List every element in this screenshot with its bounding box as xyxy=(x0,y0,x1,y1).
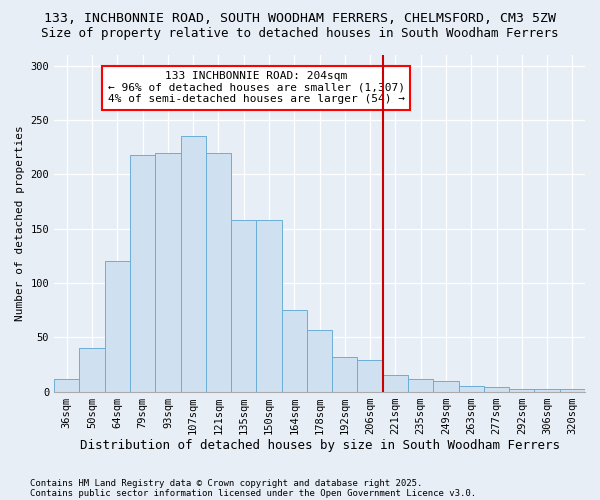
Bar xyxy=(332,357,358,392)
X-axis label: Distribution of detached houses by size in South Woodham Ferrers: Distribution of detached houses by size … xyxy=(80,440,560,452)
Bar xyxy=(256,220,281,392)
Bar xyxy=(54,378,79,392)
Bar xyxy=(231,220,256,392)
Bar xyxy=(408,378,433,392)
Text: 133 INCHBONNIE ROAD: 204sqm
← 96% of detached houses are smaller (1,307)
4% of s: 133 INCHBONNIE ROAD: 204sqm ← 96% of det… xyxy=(108,72,405,104)
Bar xyxy=(155,152,181,392)
Bar xyxy=(560,390,585,392)
Bar xyxy=(433,380,458,392)
Bar xyxy=(509,390,535,392)
Text: Contains public sector information licensed under the Open Government Licence v3: Contains public sector information licen… xyxy=(30,488,476,498)
Bar xyxy=(181,136,206,392)
Text: 133, INCHBONNIE ROAD, SOUTH WOODHAM FERRERS, CHELMSFORD, CM3 5ZW: 133, INCHBONNIE ROAD, SOUTH WOODHAM FERR… xyxy=(44,12,556,26)
Bar xyxy=(281,310,307,392)
Bar xyxy=(535,390,560,392)
Bar xyxy=(105,262,130,392)
Bar xyxy=(458,386,484,392)
Y-axis label: Number of detached properties: Number of detached properties xyxy=(15,126,25,321)
Bar xyxy=(130,155,155,392)
Bar xyxy=(358,360,383,392)
Bar xyxy=(383,376,408,392)
Text: Contains HM Land Registry data © Crown copyright and database right 2025.: Contains HM Land Registry data © Crown c… xyxy=(30,478,422,488)
Bar xyxy=(307,330,332,392)
Text: Size of property relative to detached houses in South Woodham Ferrers: Size of property relative to detached ho… xyxy=(41,28,559,40)
Bar xyxy=(484,387,509,392)
Bar xyxy=(206,152,231,392)
Bar xyxy=(79,348,105,392)
